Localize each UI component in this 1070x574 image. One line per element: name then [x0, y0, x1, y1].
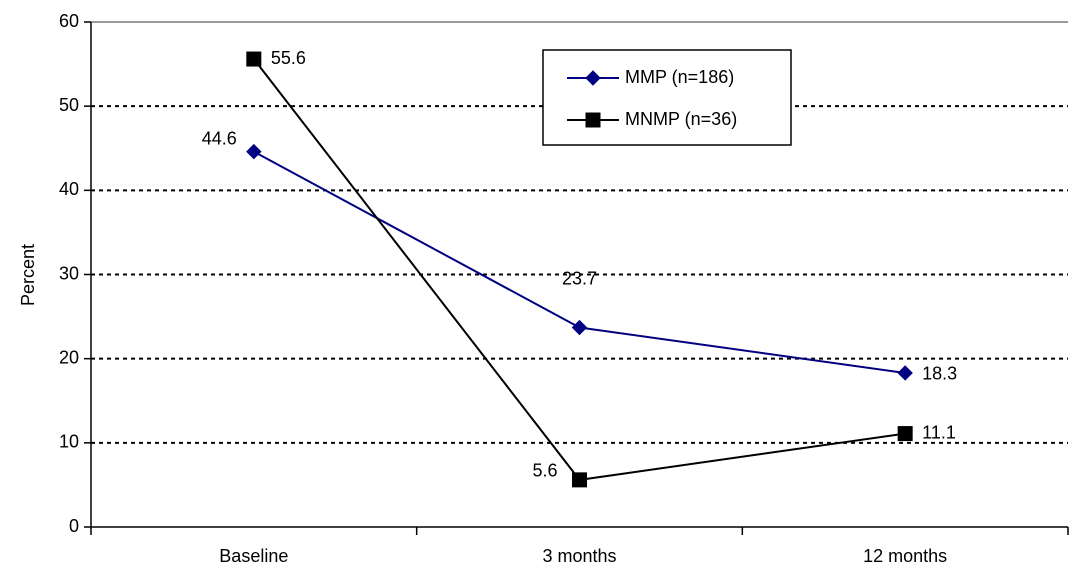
- y-tick-label: 40: [59, 179, 79, 199]
- data-label: 55.6: [271, 48, 306, 68]
- data-point: [246, 51, 262, 67]
- data-point: [571, 319, 588, 336]
- data-label: 44.6: [202, 128, 237, 148]
- legend-box: [542, 49, 792, 146]
- legend-marker: [585, 112, 601, 128]
- y-tick-label: 0: [69, 516, 79, 536]
- data-point: [572, 472, 587, 488]
- x-tick-label: 12 months: [863, 546, 947, 566]
- y-tick-label: 20: [59, 347, 79, 367]
- data-label: 11.1: [922, 422, 956, 442]
- legend-marker: [585, 70, 601, 86]
- x-tick-label: Baseline: [219, 546, 288, 566]
- series-mnmp: 55.6 5.6 11.1: [246, 48, 956, 488]
- y-tick-label: 30: [59, 263, 79, 283]
- data-point: [897, 426, 913, 442]
- series-mmp: 44.6 23.7 18.3: [202, 128, 957, 383]
- data-label: 18.3: [922, 364, 957, 384]
- legend-label: MNMP (n=36): [625, 109, 737, 129]
- legend: MMP (n=186) MNMP (n=36): [542, 49, 792, 146]
- data-label: 23.7: [562, 268, 597, 288]
- y-tick-label: 50: [59, 95, 79, 115]
- series: 44.6 23.7 18.3 55.6 5.6 11.1: [202, 48, 957, 488]
- y-tick-label: 10: [59, 432, 79, 452]
- data-label: 5.6: [532, 461, 557, 481]
- y-axis-title: Percent: [18, 244, 38, 306]
- x-tick-label: 3 months: [542, 546, 616, 566]
- axes: 0 10 20 30 40 50 60 Baseline 3 months 12 months: [59, 11, 1069, 566]
- y-tick-label: 60: [59, 11, 79, 31]
- data-point: [246, 143, 262, 160]
- legend-label: MMP (n=186): [625, 67, 734, 87]
- data-point: [897, 365, 913, 381]
